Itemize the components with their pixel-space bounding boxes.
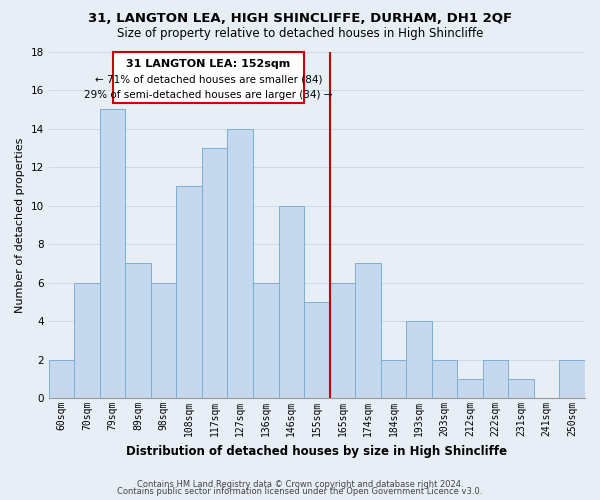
Bar xyxy=(380,360,406,398)
Bar xyxy=(457,379,483,398)
Text: 29% of semi-detached houses are larger (34) →: 29% of semi-detached houses are larger (… xyxy=(84,90,332,100)
Text: Contains HM Land Registry data © Crown copyright and database right 2024.: Contains HM Land Registry data © Crown c… xyxy=(137,480,463,489)
Bar xyxy=(329,282,355,398)
Bar xyxy=(74,282,100,398)
Text: 31 LANGTON LEA: 152sqm: 31 LANGTON LEA: 152sqm xyxy=(126,59,290,69)
Bar xyxy=(406,321,432,398)
Bar xyxy=(176,186,202,398)
Bar xyxy=(253,282,278,398)
Bar xyxy=(113,52,304,104)
Bar xyxy=(483,360,508,398)
Bar xyxy=(432,360,457,398)
X-axis label: Distribution of detached houses by size in High Shincliffe: Distribution of detached houses by size … xyxy=(126,444,508,458)
Text: Contains public sector information licensed under the Open Government Licence v3: Contains public sector information licen… xyxy=(118,488,482,496)
Bar xyxy=(202,148,227,398)
Bar xyxy=(49,360,74,398)
Y-axis label: Number of detached properties: Number of detached properties xyxy=(15,137,25,312)
Bar xyxy=(355,264,380,398)
Text: ← 71% of detached houses are smaller (84): ← 71% of detached houses are smaller (84… xyxy=(95,74,322,85)
Bar xyxy=(125,264,151,398)
Bar xyxy=(278,206,304,398)
Bar xyxy=(151,282,176,398)
Bar xyxy=(304,302,329,398)
Text: Size of property relative to detached houses in High Shincliffe: Size of property relative to detached ho… xyxy=(117,28,483,40)
Text: 31, LANGTON LEA, HIGH SHINCLIFFE, DURHAM, DH1 2QF: 31, LANGTON LEA, HIGH SHINCLIFFE, DURHAM… xyxy=(88,12,512,26)
Bar xyxy=(100,110,125,398)
Bar xyxy=(508,379,534,398)
Bar xyxy=(227,128,253,398)
Bar xyxy=(559,360,585,398)
